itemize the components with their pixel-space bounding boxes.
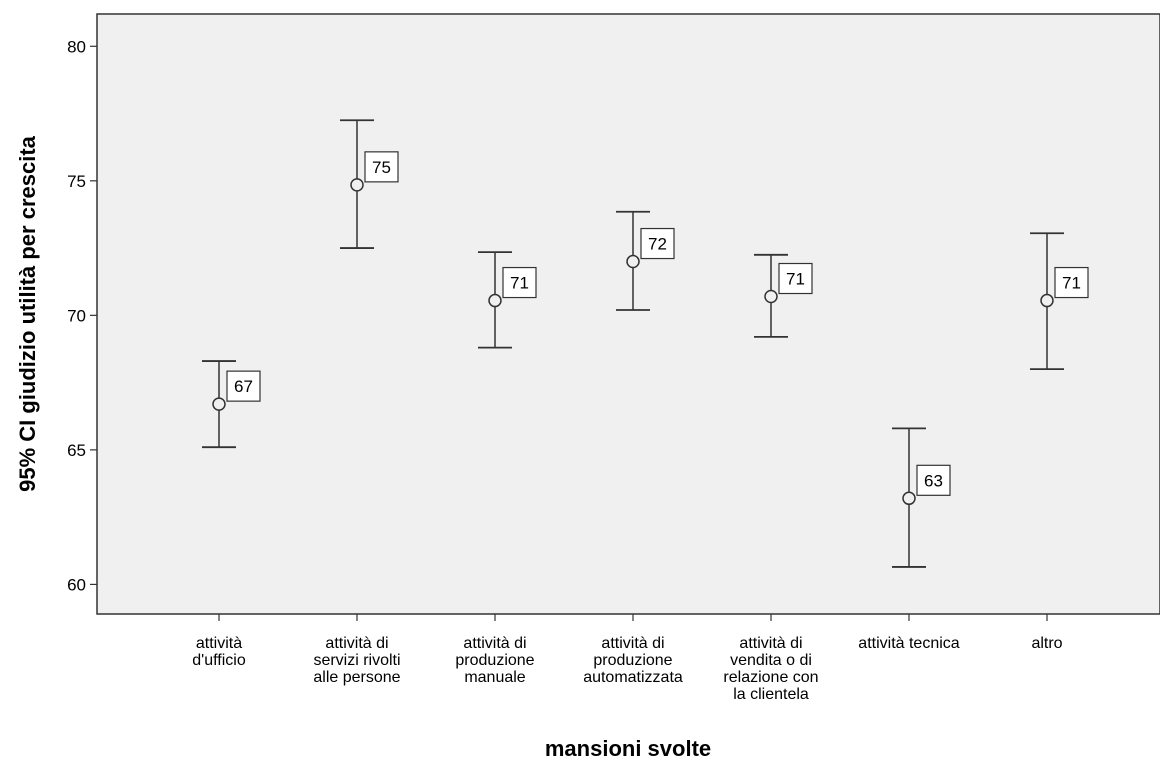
x-tick-label: attività di produzione manuale [455, 635, 534, 686]
x-tick-label: attività di servizi rivolti alle persone [313, 635, 400, 686]
data-label: 72 [648, 235, 667, 254]
mean-marker [350, 178, 364, 192]
data-label-box [1054, 266, 1089, 299]
data-label: 71 [510, 274, 529, 293]
data-label: 75 [372, 158, 391, 177]
data-label: 67 [234, 377, 253, 396]
y-axis: 60 65 70 75 80 [67, 37, 97, 594]
y-tick-label: 80 [67, 37, 86, 56]
data-label-box [916, 464, 951, 496]
mean-marker [902, 491, 916, 506]
mean-marker [764, 289, 778, 304]
x-tick-label: attività tecnica [858, 635, 959, 652]
data-label-box [640, 227, 675, 260]
data-label-box [502, 266, 537, 299]
data-label: 71 [786, 270, 805, 289]
data-label-box [364, 151, 399, 183]
data-label-box [778, 262, 813, 295]
x-tick-label: attività d'ufficio [192, 635, 246, 669]
y-tick-label: 75 [67, 172, 86, 191]
plot-area [96, 13, 1160, 615]
x-tick-label: attività di produzione automatizzata [583, 635, 683, 686]
y-tick-label: 60 [67, 575, 86, 594]
mean-marker [212, 397, 226, 411]
x-tick-label: attività di vendita o di relazione con la c… [723, 635, 818, 703]
x-axis: attività d'ufficio attività di servizi rivo… [192, 614, 1063, 703]
y-tick-label: 70 [67, 306, 86, 325]
data-label: 63 [924, 471, 943, 490]
y-axis-title: 95% CI giudizio utilità per crescita [15, 135, 40, 492]
data-label-box [226, 370, 261, 402]
mean-marker [488, 293, 502, 308]
mean-marker [626, 254, 640, 269]
x-tick-label: altro [1031, 635, 1062, 652]
y-tick-label: 65 [67, 441, 86, 460]
x-axis-title: mansioni svolte [545, 736, 711, 761]
data-label: 71 [1062, 274, 1081, 293]
error-bars: 67 75 71 72 71 63 71 [202, 119, 1089, 568]
mean-marker [1040, 293, 1054, 308]
